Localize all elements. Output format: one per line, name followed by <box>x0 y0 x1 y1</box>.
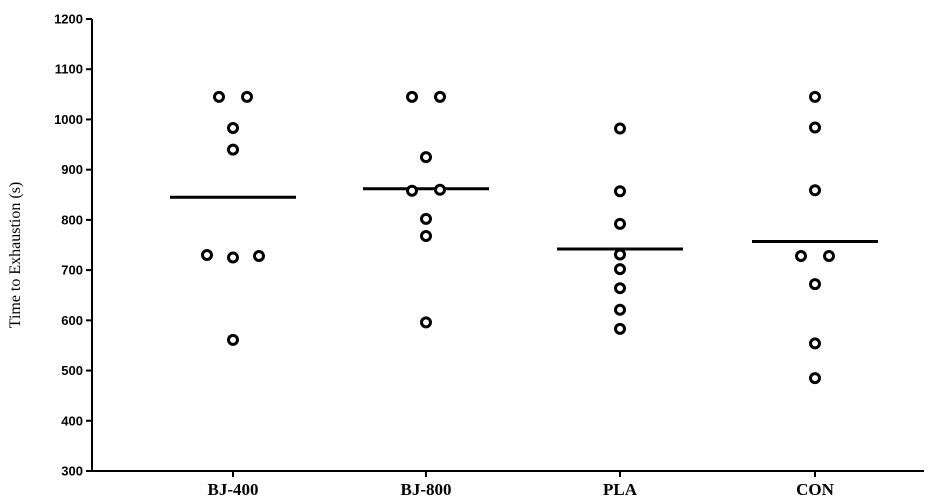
data-point <box>213 90 225 103</box>
data-point <box>809 121 821 134</box>
mean-lines <box>170 187 878 251</box>
y-tick-label: 600 <box>61 313 83 328</box>
data-point <box>614 303 626 316</box>
data-point <box>809 337 821 350</box>
data-point <box>420 212 432 225</box>
y-tick-label: 700 <box>61 263 83 278</box>
x-tick-label: PLA <box>603 480 638 499</box>
data-point <box>434 90 446 103</box>
data-point <box>201 249 213 262</box>
data-point <box>809 90 821 103</box>
data-point <box>614 122 626 135</box>
x-tick-label: BJ-400 <box>208 480 259 499</box>
data-point <box>809 278 821 291</box>
data-point <box>420 316 432 329</box>
data-point <box>795 250 807 263</box>
y-tick-label: 1000 <box>54 112 83 127</box>
data-points <box>201 90 835 385</box>
data-point <box>253 250 265 263</box>
data-point <box>614 248 626 261</box>
data-point <box>420 151 432 164</box>
data-point <box>406 184 418 197</box>
y-tick-label: 800 <box>61 212 83 227</box>
data-point <box>809 372 821 385</box>
data-point <box>823 250 835 263</box>
x-axis-ticks: BJ-400 BJ-800 PLA CON <box>208 471 835 499</box>
data-point <box>434 183 446 196</box>
data-point <box>241 90 253 103</box>
data-point <box>420 229 432 242</box>
y-tick-label: 1100 <box>55 62 83 77</box>
data-point <box>227 251 239 264</box>
data-point <box>227 143 239 156</box>
axes <box>91 19 924 472</box>
data-point <box>614 185 626 198</box>
y-axis-ticks: 300 400 500 600 700 800 900 1000 1100 1200 <box>54 12 92 479</box>
y-tick-label: 500 <box>61 363 83 378</box>
x-tick-label: BJ-800 <box>401 480 452 499</box>
y-tick-label: 400 <box>61 413 83 428</box>
data-point <box>614 282 626 295</box>
data-point <box>406 90 418 103</box>
data-point <box>227 121 239 134</box>
y-axis-title: Time to Exhaustion (s) <box>7 182 24 329</box>
data-point <box>614 322 626 335</box>
data-point <box>227 333 239 346</box>
data-point <box>614 217 626 230</box>
y-tick-label: 900 <box>61 162 83 177</box>
data-point <box>614 263 626 276</box>
x-tick-label: CON <box>796 480 835 499</box>
data-point <box>809 184 821 197</box>
y-tick-label: 1200 <box>54 12 83 27</box>
y-tick-label: 300 <box>61 464 83 479</box>
